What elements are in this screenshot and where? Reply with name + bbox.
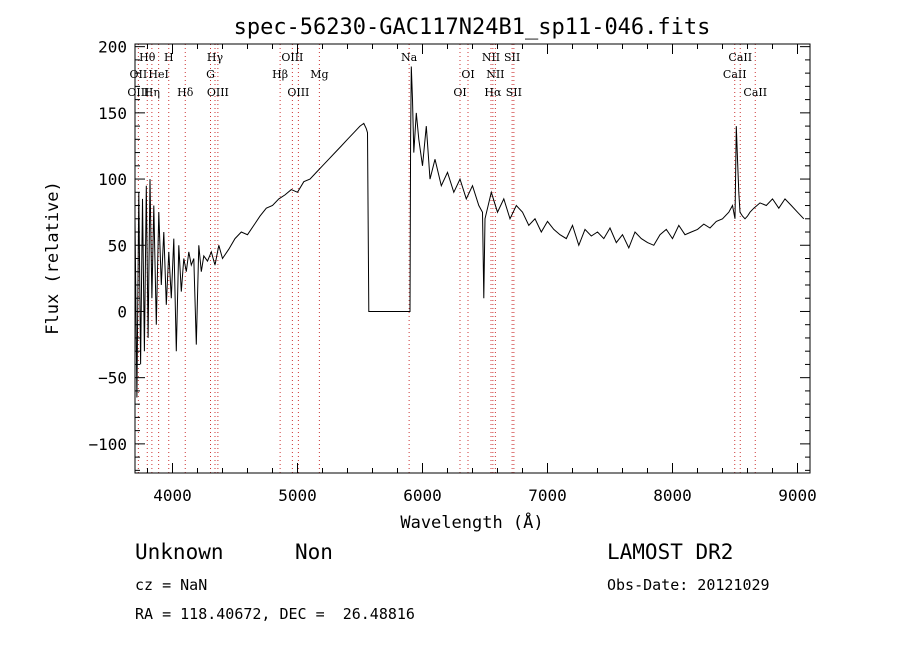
redshift-label: cz = NaN <box>135 576 208 594</box>
x-tick-label: 8000 <box>653 486 692 505</box>
spectral-line-label: CaII <box>723 68 747 81</box>
y-tick-label: 200 <box>98 38 127 57</box>
class-label: Unknown <box>135 540 224 564</box>
y-tick-label: −50 <box>98 369 127 388</box>
spectral-line-label: OIII <box>207 86 229 99</box>
spectral-line-label: Mg <box>310 68 328 81</box>
spectral-line-label: CaII <box>728 51 752 64</box>
spectral-line-label: H <box>164 51 174 64</box>
x-axis-title: Wavelength (Å) <box>400 511 543 533</box>
subclass-label: Non <box>295 540 333 564</box>
spectral-line-label: Hγ <box>207 51 224 64</box>
spectral-line-label: Hα <box>484 86 502 99</box>
spectral-line-label: SII <box>504 51 520 64</box>
x-tick-label: 4000 <box>153 486 192 505</box>
spectral-line-label: CaII <box>743 86 767 99</box>
plot-frame <box>134 43 811 474</box>
spectral-line-markers <box>137 44 756 473</box>
chart-title: spec-56230-GAC117N24B1_sp11-046.fits <box>234 15 711 40</box>
spectral-line-label: OI <box>453 86 466 99</box>
spectral-line-label: NII <box>482 51 500 64</box>
x-tick-label: 6000 <box>403 486 442 505</box>
coordinates-label: RA = 118.40672, DEC = 26.48816 <box>135 605 415 623</box>
y-tick-label: 0 <box>117 302 127 321</box>
y-axis-title: Flux (relative) <box>43 181 63 335</box>
y-tick-label: −100 <box>88 435 127 454</box>
spectral-line-label: OIII <box>281 51 303 64</box>
spectral-line-label: SII <box>506 86 522 99</box>
spectral-line-label: OII <box>130 68 148 81</box>
y-axis-ticks: −100 −50 0 50 100 150 200 <box>88 38 810 471</box>
x-tick-label: 9000 <box>778 486 817 505</box>
x-tick-label: 7000 <box>528 486 567 505</box>
spectral-line-label: Hβ <box>272 68 288 81</box>
spectral-line-label: OIII <box>127 86 149 99</box>
y-tick-label: 150 <box>98 104 127 123</box>
obs-date-label: Obs-Date: 20121029 <box>607 576 770 594</box>
spectral-line-label: Hδ <box>177 86 194 99</box>
x-axis-ticks: 4000 5000 6000 7000 8000 9000 <box>147 44 817 505</box>
spectral-line-label: NII <box>486 68 504 81</box>
spectral-line-label: OIII <box>287 86 309 99</box>
spectral-line-label: HeI <box>148 68 168 81</box>
x-tick-label: 5000 <box>278 486 317 505</box>
spectral-line-label: G <box>206 68 215 81</box>
spectral-line-label: Hθ <box>139 51 156 64</box>
survey-label: LAMOST DR2 <box>607 540 734 564</box>
y-tick-label: 100 <box>98 170 127 189</box>
spectral-line-label: Hη <box>144 86 160 99</box>
spectrum-series-line <box>134 66 805 398</box>
y-tick-label: 50 <box>108 236 127 255</box>
spectral-line-label: Na <box>401 51 418 64</box>
spectral-line-label: OI <box>461 68 474 81</box>
